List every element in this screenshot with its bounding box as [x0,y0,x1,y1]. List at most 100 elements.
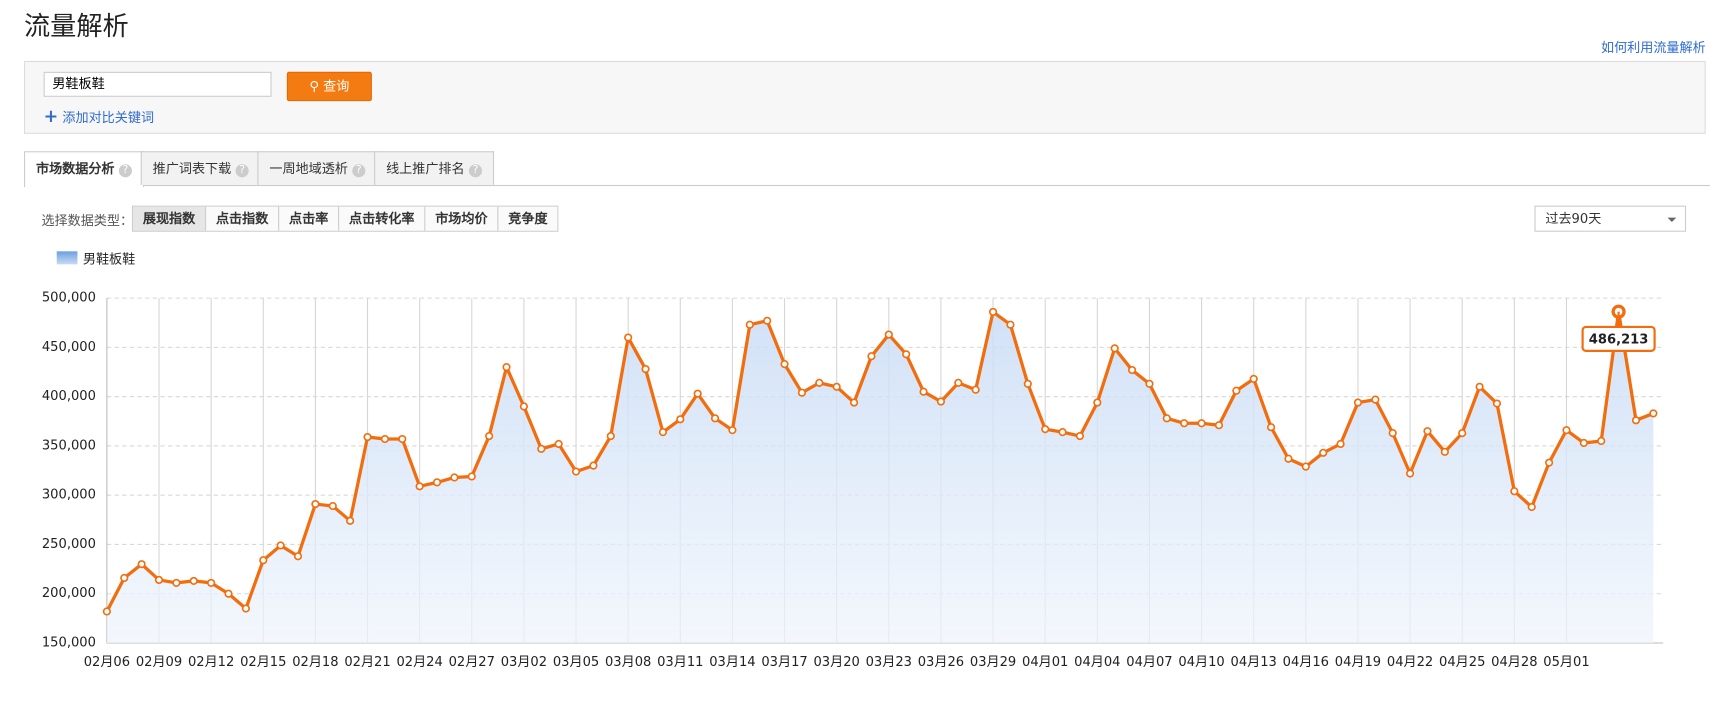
x-tick-label: 03月23 [866,655,912,670]
point [1197,419,1206,428]
point [224,589,233,598]
y-tick-label: 150,000 [42,636,96,651]
y-tick-label: 350,000 [42,438,96,453]
data-type-options: 展现指数 点击指数 点击率 点击转化率 市场均价 竞争度 [131,205,559,232]
point [1266,423,1276,432]
x-tick-label: 02月09 [136,655,182,670]
point [676,415,685,424]
add-compare-link[interactable]: + 添加对比关键词 [44,106,154,127]
point [1631,416,1641,425]
point [971,385,980,394]
tooltip-box [1581,325,1656,352]
period-select[interactable]: 过去90天 [1534,205,1687,232]
y-tick-label: 200,000 [42,586,96,601]
point [328,501,337,511]
x-tick-label: 02月06 [84,655,130,670]
x-tick-label: 03月20 [813,655,859,670]
point [380,434,389,444]
point [1249,374,1258,383]
point [797,388,807,397]
x-tick-label: 02月12 [188,655,234,670]
point [450,473,459,482]
point [189,576,198,586]
y-tick-label: 300,000 [42,488,96,503]
tab[interactable]: 推广词表下载? [140,151,261,185]
value-label: 486,213 [1589,332,1649,347]
page-title: 流量解析 [23,10,129,42]
x-tick-label: 04月16 [1283,655,1329,670]
keyword-input[interactable]: 男鞋板鞋 [43,71,272,97]
point [1510,487,1519,496]
data-type-option[interactable]: 市场均价 [424,206,498,231]
x-tick-label: 03月02 [501,655,547,670]
point [172,578,181,587]
point [954,378,963,387]
x-tick-label: 02月15 [240,655,286,670]
point [1075,431,1085,441]
x-tick-label: 04月01 [1022,655,1068,670]
data-type-option[interactable]: 点击转化率 [338,206,425,231]
tab[interactable]: 一周地域透析? [257,151,378,185]
point [1180,419,1189,428]
x-tick-label: 03月29 [970,655,1016,670]
point [815,378,824,387]
point [1041,425,1050,434]
point [276,541,285,550]
x-tick-label: 02月18 [292,655,338,670]
point [1319,448,1328,457]
point [1232,386,1241,395]
point [207,578,216,587]
point [763,316,772,325]
point [867,352,876,361]
point [537,444,546,453]
add-compare-label: 添加对比关键词 [62,109,155,126]
data-type-option[interactable]: 竞争度 [497,206,558,231]
point [1336,439,1345,449]
y-tick-label: 500,000 [42,291,96,306]
point [1353,398,1363,407]
point [710,414,720,423]
point [1423,427,1432,436]
point [154,575,164,585]
tab-divider [23,184,1710,187]
point [259,556,268,565]
point [137,560,146,569]
x-tick-label: 04月07 [1126,655,1172,670]
point [1371,395,1380,404]
point [467,472,476,481]
point [1562,426,1571,435]
area [106,311,1654,644]
point [1058,428,1067,437]
tab[interactable]: 市场数据分析? [23,151,144,188]
point [1145,379,1154,388]
point [1440,447,1449,456]
tab-label: 一周地域透析 [269,161,348,177]
point [1545,458,1554,467]
x-tick-label: 04月04 [1074,655,1120,670]
search-button[interactable]: ⚲ 查询 [286,71,372,102]
point [1301,462,1310,471]
data-type-option[interactable]: 展现指数 [133,206,206,231]
x-tick-label: 03月11 [657,655,703,670]
data-type-option[interactable]: 点击率 [278,206,339,231]
tab-label: 市场数据分析 [35,161,115,177]
tab-label: 线上推广排名 [386,161,465,177]
point [1475,382,1484,391]
tab[interactable]: 线上推广排名? [374,151,495,185]
legend-label[interactable]: 男鞋板鞋 [83,252,135,268]
x-tick-label: 02月27 [449,655,495,670]
point [398,434,407,444]
x-tick-label: 04月28 [1491,655,1537,670]
data-type-option[interactable]: 点击指数 [205,206,279,231]
point [519,402,528,411]
point [1458,429,1467,438]
point [102,607,111,616]
help-link[interactable]: 如何利用流量解析 [1600,40,1706,56]
point [884,330,893,339]
point [919,387,928,396]
point [1006,320,1015,329]
x-tick-label: 04月10 [1178,655,1224,670]
point [780,360,789,369]
